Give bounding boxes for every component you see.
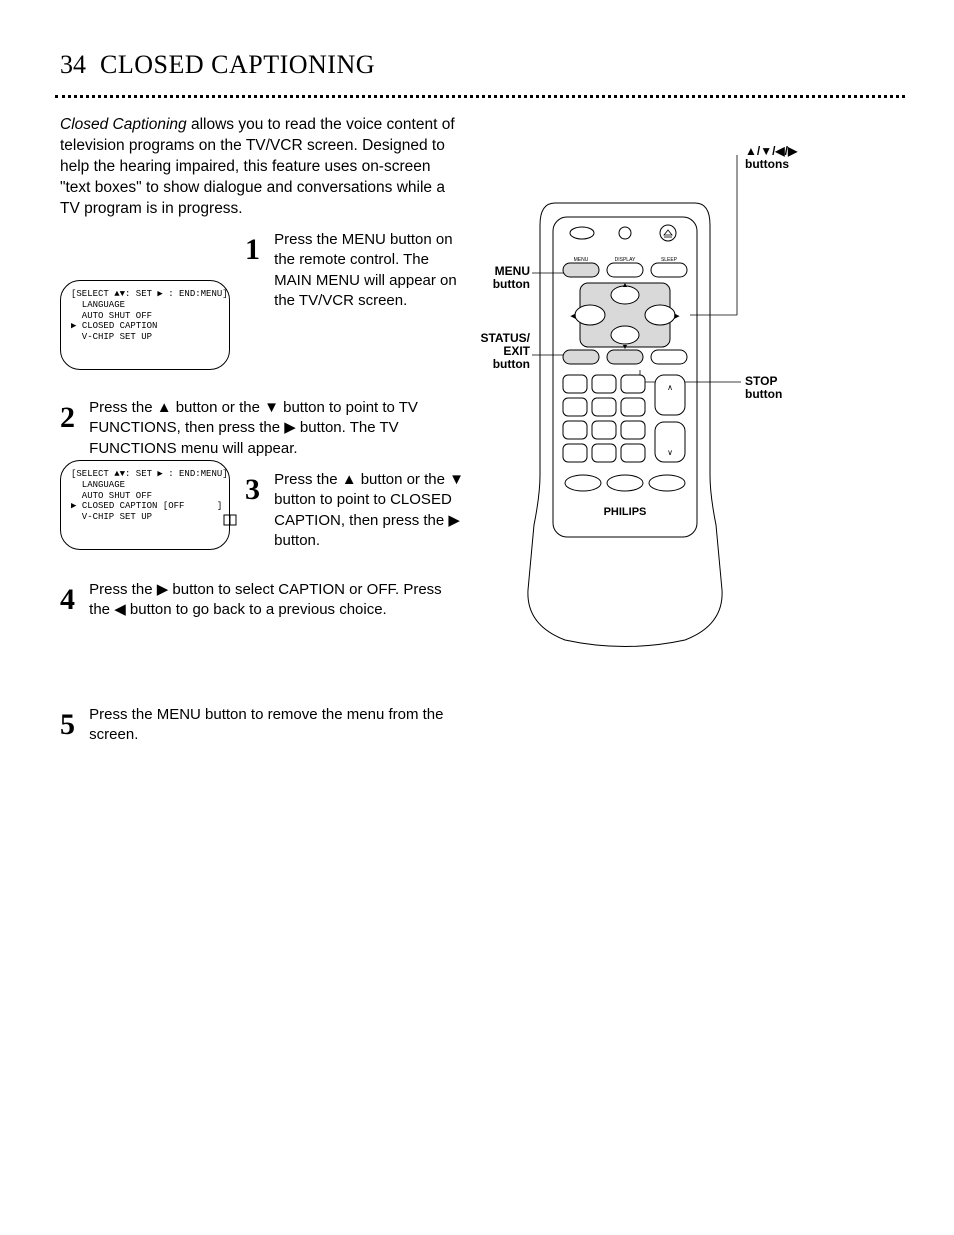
svg-text:DISPLAY: DISPLAY: [615, 257, 636, 263]
svg-text:▶: ▶: [674, 313, 680, 320]
svg-text:∨: ∨: [667, 448, 673, 457]
remote-brand-label: PHILIPS: [604, 506, 647, 518]
remote-keypad: [563, 375, 645, 462]
remote-power-button: [570, 227, 594, 239]
svg-text:◀: ◀: [570, 313, 576, 320]
remote-right-button: [645, 305, 675, 325]
svg-text:MENU: MENU: [574, 257, 589, 263]
remote-status-exit-button: [563, 350, 599, 364]
remote-down-button: [611, 326, 639, 344]
svg-text:SLEEP: SLEEP: [661, 257, 678, 263]
step-5: 5 Press the MENU button to remove the me…: [60, 705, 450, 746]
remote-eject-button: [660, 225, 676, 241]
manual-page: 34 CLOSED CAPTIONING Closed Captioning a…: [0, 0, 954, 1235]
leader-lines: [0, 0, 954, 700]
remote-control-illustration: MENU DISPLAY SLEEP ▲ ▼ ◀ ▶: [520, 195, 730, 655]
svg-text:▲: ▲: [622, 282, 629, 289]
remote-channel-up: [655, 375, 685, 415]
remote-left-button: [575, 305, 605, 325]
remote-display-button: [607, 263, 643, 277]
remote-hundred-button: [651, 350, 687, 364]
step-text: Press the MENU button to remove the menu…: [89, 705, 444, 746]
remote-sleep-button: [651, 263, 687, 277]
svg-text:∧: ∧: [667, 383, 673, 392]
remote-stop-button: [607, 350, 643, 364]
remote-menu-button: [563, 263, 599, 277]
remote-led: [619, 227, 631, 239]
step-number: 5: [60, 705, 85, 746]
